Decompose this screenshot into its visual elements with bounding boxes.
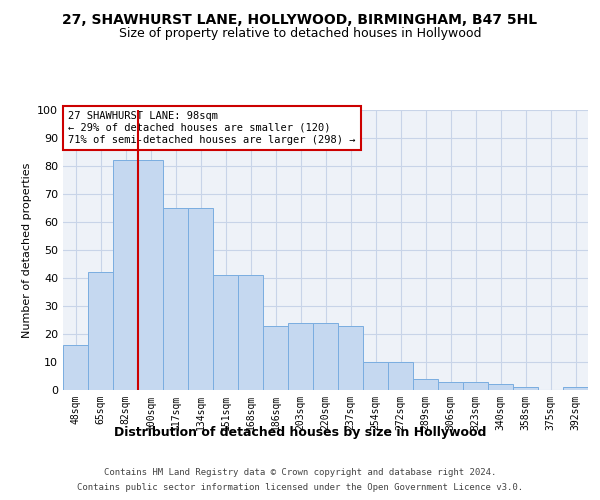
Text: 27, SHAWHURST LANE, HOLLYWOOD, BIRMINGHAM, B47 5HL: 27, SHAWHURST LANE, HOLLYWOOD, BIRMINGHA… xyxy=(62,12,538,26)
Bar xyxy=(513,387,538,390)
Bar xyxy=(213,275,238,390)
Bar xyxy=(138,160,163,390)
Bar xyxy=(388,362,413,390)
Bar xyxy=(163,208,188,390)
Text: 27 SHAWHURST LANE: 98sqm
← 29% of detached houses are smaller (120)
71% of semi-: 27 SHAWHURST LANE: 98sqm ← 29% of detach… xyxy=(68,112,356,144)
Bar xyxy=(413,379,438,390)
Bar xyxy=(463,382,488,390)
Bar xyxy=(438,382,463,390)
Bar xyxy=(338,326,363,390)
Bar xyxy=(238,275,263,390)
Bar xyxy=(63,345,88,390)
Bar xyxy=(113,160,138,390)
Text: Contains public sector information licensed under the Open Government Licence v3: Contains public sector information licen… xyxy=(77,483,523,492)
Bar xyxy=(263,326,288,390)
Bar xyxy=(363,362,388,390)
Bar xyxy=(188,208,213,390)
Bar xyxy=(88,272,113,390)
Text: Contains HM Land Registry data © Crown copyright and database right 2024.: Contains HM Land Registry data © Crown c… xyxy=(104,468,496,477)
Y-axis label: Number of detached properties: Number of detached properties xyxy=(22,162,32,338)
Bar xyxy=(313,323,338,390)
Bar xyxy=(488,384,513,390)
Bar xyxy=(288,323,313,390)
Bar xyxy=(563,387,588,390)
Text: Size of property relative to detached houses in Hollywood: Size of property relative to detached ho… xyxy=(119,28,481,40)
Text: Distribution of detached houses by size in Hollywood: Distribution of detached houses by size … xyxy=(114,426,486,439)
